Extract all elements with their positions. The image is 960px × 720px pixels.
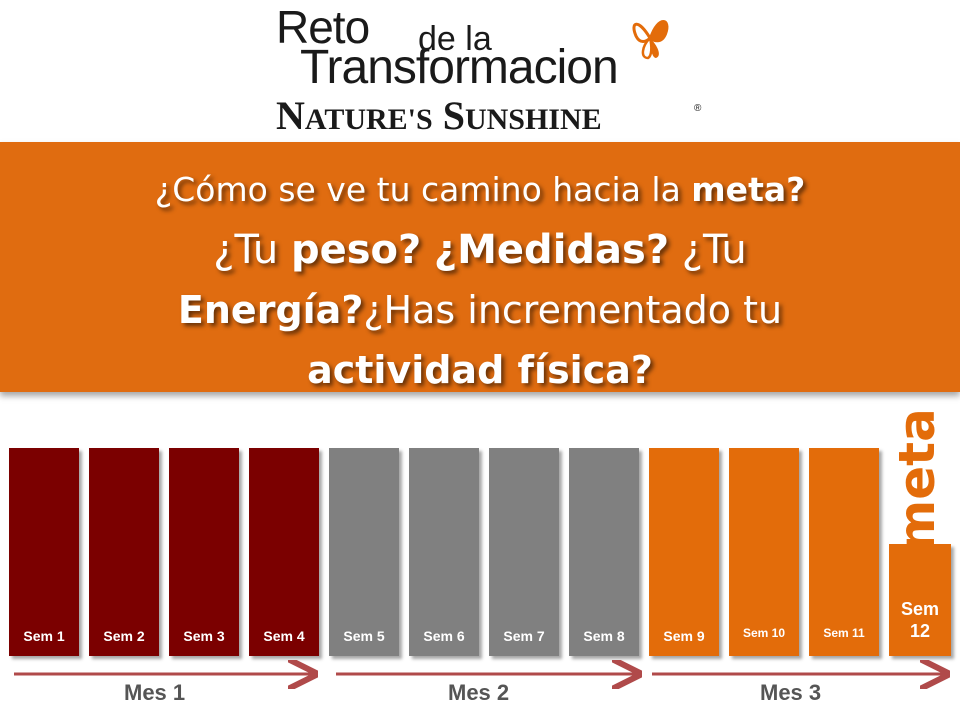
week-label: Sem 2 <box>103 628 145 644</box>
week-label: Sem 10 <box>742 626 786 640</box>
question-energia-bold: Energía? <box>177 288 364 332</box>
brand-letter-s: S <box>442 93 465 138</box>
question-line-3: Energía?¿Has incrementado tu <box>40 280 920 340</box>
question-line-4: actividad física? <box>40 340 920 400</box>
question-line-2: ¿Tu peso? ¿Medidas? ¿Tu <box>40 220 920 280</box>
brand-sunshine-rest: UNSHINE <box>464 103 602 136</box>
butterfly-icon <box>632 20 669 60</box>
week-label: Sem 5 <box>343 628 385 644</box>
question-line-1: ¿Cómo se ve tu camino hacia la meta? <box>40 160 920 220</box>
brand-natures-sunshine: NATURE'S SUNSHINE <box>276 96 602 136</box>
registered-mark: ® <box>694 103 702 114</box>
banner-questions: ¿Cómo se ve tu camino hacia la meta? ¿Tu… <box>40 160 920 400</box>
goal-week-sem: Sem <box>900 599 940 619</box>
program-logo: Reto de la Transformacion NATURE'S SUNSH… <box>0 0 960 140</box>
week-bar-9: Sem 9 <box>649 448 719 656</box>
question-camino: ¿Cómo se ve tu camino hacia la <box>154 170 692 209</box>
week-bar-5: Sem 5 <box>329 448 399 656</box>
logo-reto-text: Reto <box>276 1 370 53</box>
month-3-label: Mes 3 <box>760 680 822 705</box>
week-label: Sem 3 <box>183 628 225 644</box>
week-bar-2: Sem 2 <box>89 448 159 656</box>
week-label: Sem 1 <box>23 628 65 644</box>
logo-dela-text: de la <box>418 20 492 58</box>
question-tu: ¿Tu <box>213 227 291 273</box>
week-bar-8: Sem 8 <box>569 448 639 656</box>
goal-meta-text: meta <box>888 408 946 552</box>
week-label: Sem 8 <box>583 628 625 644</box>
question-medidas-bold: ¿Medidas? <box>433 227 670 273</box>
week-bar-6: Sem 6 <box>409 448 479 656</box>
week-label: Sem 6 <box>423 628 465 644</box>
week-label: Sem 7 <box>503 628 545 644</box>
week-label: Sem 11 <box>823 626 865 640</box>
month-arrows <box>14 660 960 700</box>
question-actividad-fisica-bold: actividad física? <box>307 348 653 392</box>
question-peso-bold: peso? <box>290 227 422 273</box>
week-bar-1: Sem 1 <box>9 448 79 656</box>
goal-meta-label: meta <box>888 408 946 552</box>
brand-letter-n: N <box>276 93 305 138</box>
goal-week-number: 12 <box>909 621 931 641</box>
logo-transformacion-text: Transformacion <box>300 41 619 94</box>
question-meta-bold: meta? <box>691 170 806 209</box>
week-bar-12-goal: Sem 12 <box>889 544 951 656</box>
goal-week-label: Sem 12 <box>889 598 951 642</box>
week-bar-11: Sem 11 <box>809 448 879 656</box>
month-2-label: Mes 2 <box>448 680 510 705</box>
week-bar-4: Sem 4 <box>249 448 319 656</box>
question-banner <box>0 142 960 392</box>
week-bar-3: Sem 3 <box>169 448 239 656</box>
month-1-label: Mes 1 <box>124 680 186 705</box>
week-label: Sem 4 <box>263 628 305 644</box>
week-label: Sem 9 <box>663 628 705 644</box>
question-actividad: ¿Has incrementado tu <box>363 288 783 332</box>
week-bar-7: Sem 7 <box>489 448 559 656</box>
question-tu-2: ¿Tu <box>669 227 747 273</box>
week-bar-10: Sem 10 <box>729 448 799 656</box>
brand-natures-rest: ATURE'S <box>304 103 433 136</box>
